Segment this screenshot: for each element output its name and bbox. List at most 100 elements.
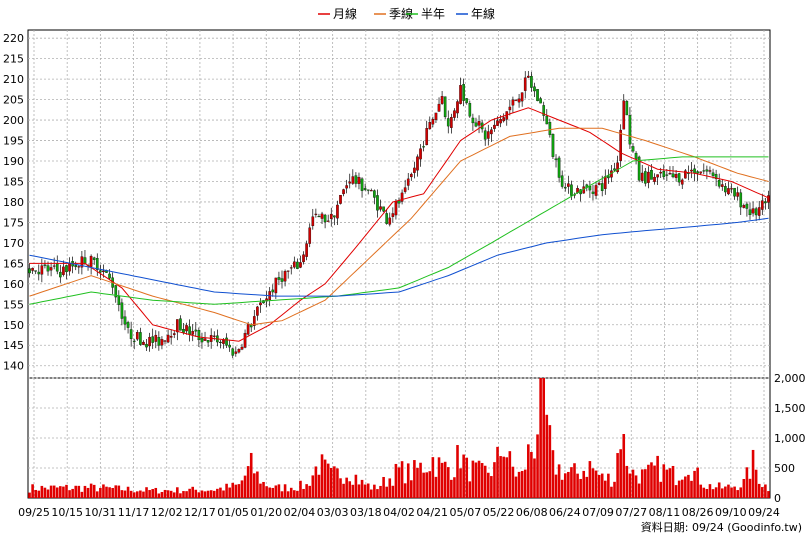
volume-bar bbox=[194, 489, 198, 498]
candle-body bbox=[567, 183, 570, 187]
candle-body bbox=[191, 331, 195, 335]
volume-bar bbox=[256, 471, 259, 498]
candle-body bbox=[647, 171, 650, 183]
volume-bar bbox=[523, 469, 527, 498]
candle-body bbox=[536, 89, 539, 102]
candle-body bbox=[530, 76, 533, 88]
volume-bar bbox=[745, 467, 749, 498]
volume-bar bbox=[157, 493, 161, 498]
candle-body bbox=[46, 265, 50, 272]
candle-body bbox=[163, 340, 167, 342]
candle-body bbox=[523, 77, 527, 91]
candle-body bbox=[145, 343, 148, 348]
volume-bar bbox=[92, 484, 96, 498]
date-tick-label: 12/17 bbox=[184, 506, 216, 519]
candle-body bbox=[329, 213, 333, 219]
candle-body bbox=[219, 341, 222, 344]
volume-tick-label: 0 bbox=[774, 492, 781, 505]
candle-body bbox=[554, 158, 558, 161]
volume-bar bbox=[379, 485, 382, 498]
candle-body bbox=[637, 156, 641, 181]
volume-bar bbox=[517, 471, 521, 498]
volume-bar bbox=[582, 470, 586, 498]
volume-bar bbox=[154, 487, 158, 498]
candle-body bbox=[225, 337, 228, 346]
candle-body bbox=[730, 188, 733, 190]
candle-body bbox=[237, 349, 241, 353]
date-tick-label: 10/31 bbox=[85, 506, 117, 519]
volume-bar bbox=[674, 485, 678, 498]
candle-body bbox=[767, 195, 770, 203]
volume-bar bbox=[440, 462, 444, 498]
candle-body bbox=[456, 101, 459, 114]
candle-body bbox=[65, 265, 68, 273]
candle-body bbox=[142, 341, 145, 345]
price-tick-label: 165 bbox=[3, 257, 24, 270]
volume-bar bbox=[554, 474, 558, 498]
volume-bar bbox=[172, 492, 176, 498]
volume-bar bbox=[139, 490, 142, 498]
date-tick-label: 10/15 bbox=[51, 506, 83, 519]
price-tick-label: 145 bbox=[3, 339, 24, 352]
volume-bar bbox=[511, 466, 515, 498]
volume-bar bbox=[111, 487, 114, 498]
volume-bar bbox=[296, 490, 299, 498]
volume-bar bbox=[724, 486, 727, 498]
candle-body bbox=[52, 265, 56, 267]
volume-bar bbox=[634, 475, 638, 498]
volume-bar bbox=[246, 466, 250, 498]
candle-body bbox=[653, 176, 656, 182]
volume-bar bbox=[471, 460, 475, 498]
candle-body bbox=[95, 258, 99, 270]
volume-bar bbox=[77, 485, 81, 498]
candle-body bbox=[382, 206, 385, 212]
price-tick-label: 180 bbox=[3, 196, 24, 209]
candle-body bbox=[385, 213, 389, 224]
candle-body bbox=[425, 128, 429, 146]
candle-body bbox=[742, 205, 746, 208]
volume-bar bbox=[86, 487, 90, 498]
candle-body bbox=[280, 278, 284, 282]
candle-body bbox=[305, 243, 308, 257]
volume-bar bbox=[99, 487, 102, 498]
volume-bar bbox=[567, 471, 570, 498]
volume-bar bbox=[696, 467, 699, 498]
volume-bar bbox=[576, 473, 579, 498]
volume-bar bbox=[637, 483, 641, 498]
volume-bar bbox=[74, 485, 78, 498]
volume-bar bbox=[437, 457, 441, 498]
ma-line-3 bbox=[29, 217, 769, 297]
candle-body bbox=[336, 204, 339, 219]
volume-bar bbox=[286, 491, 290, 498]
candle-body bbox=[283, 271, 287, 282]
volume-bar bbox=[317, 474, 321, 498]
volume-bar bbox=[446, 467, 450, 498]
candle-body bbox=[717, 180, 721, 187]
candle-body bbox=[570, 184, 573, 196]
candle-body bbox=[154, 334, 158, 342]
volume-bar bbox=[114, 485, 118, 498]
volume-bar bbox=[573, 463, 576, 498]
volume-bar bbox=[727, 484, 730, 498]
date-tick-label: 08/26 bbox=[682, 506, 714, 519]
candle-body bbox=[483, 130, 487, 140]
volume-axis: 0 500 1,000 1,500 2,000 bbox=[774, 372, 806, 505]
candle-body bbox=[363, 188, 367, 190]
candle-body bbox=[693, 168, 696, 174]
candle-body bbox=[517, 98, 521, 103]
volume-bar bbox=[653, 465, 656, 498]
volume-bar bbox=[493, 462, 496, 498]
legend-label-halfyear: 半年 bbox=[421, 7, 445, 21]
candle-body bbox=[745, 203, 749, 209]
candle-body bbox=[640, 172, 644, 181]
volume-bar bbox=[314, 466, 318, 498]
volume-bar bbox=[385, 486, 388, 498]
date-axis: 09/25 10/15 10/31 11/17 12/02 12/17 01/05 01/20… bbox=[18, 506, 780, 519]
candle-body bbox=[179, 318, 182, 331]
candle-body bbox=[631, 146, 635, 152]
volume-bar bbox=[508, 451, 512, 498]
price-tick-label: 150 bbox=[3, 319, 24, 332]
candle-body bbox=[659, 171, 663, 174]
volume-bar bbox=[333, 466, 336, 498]
volume-bar bbox=[613, 481, 616, 498]
